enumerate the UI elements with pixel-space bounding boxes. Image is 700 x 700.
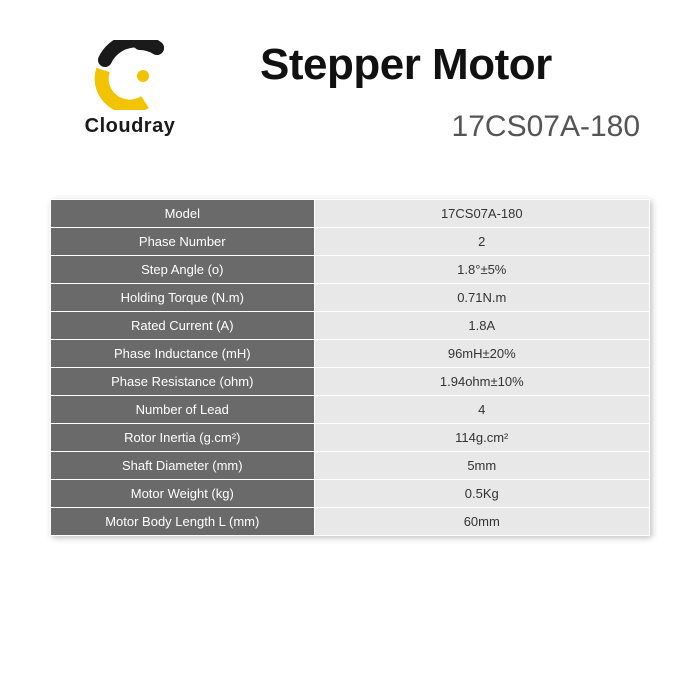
table-row: Rotor Inertia (g.cm²)114g.cm² — [51, 424, 650, 452]
spec-value: 1.8A — [314, 312, 649, 340]
spec-label: Rotor Inertia (g.cm²) — [51, 424, 315, 452]
table-row: Number of Lead4 — [51, 396, 650, 424]
table-row: Phase Number2 — [51, 228, 650, 256]
spec-value: 0.71N.m — [314, 284, 649, 312]
table-row: Model17CS07A-180 — [51, 200, 650, 228]
spec-label: Phase Inductance (mH) — [51, 340, 315, 368]
header: Cloudray Stepper Motor 17CS07A-180 — [0, 0, 700, 144]
table-row: Motor Weight (kg)0.5Kg — [51, 480, 650, 508]
spec-value: 1.94ohm±10% — [314, 368, 649, 396]
title-block: Stepper Motor 17CS07A-180 — [210, 40, 650, 144]
model-number: 17CS07A-180 — [260, 110, 650, 144]
spec-value: 96mH±20% — [314, 340, 649, 368]
spec-value: 5mm — [314, 452, 649, 480]
spec-label: Phase Number — [51, 228, 315, 256]
spec-value: 114g.cm² — [314, 424, 649, 452]
spec-value: 17CS07A-180 — [314, 200, 649, 228]
spec-table-body: Model17CS07A-180 Phase Number2 Step Angl… — [51, 200, 650, 536]
table-row: Shaft Diameter (mm)5mm — [51, 452, 650, 480]
spec-label: Step Angle (o) — [51, 256, 315, 284]
logo-mark-icon — [85, 40, 175, 110]
spec-label: Number of Lead — [51, 396, 315, 424]
table-row: Rated Current (A)1.8A — [51, 312, 650, 340]
spec-value: 60mm — [314, 508, 649, 536]
spec-label: Motor Weight (kg) — [51, 480, 315, 508]
spec-label: Holding Torque (N.m) — [51, 284, 315, 312]
spec-label: Shaft Diameter (mm) — [51, 452, 315, 480]
table-row: Holding Torque (N.m)0.71N.m — [51, 284, 650, 312]
table-row: Step Angle (o)1.8°±5% — [51, 256, 650, 284]
table-row: Phase Inductance (mH)96mH±20% — [51, 340, 650, 368]
spec-label: Motor Body Length L (mm) — [51, 508, 315, 536]
spec-value: 4 — [314, 396, 649, 424]
spec-label: Model — [51, 200, 315, 228]
spec-label: Rated Current (A) — [51, 312, 315, 340]
spec-value: 1.8°±5% — [314, 256, 649, 284]
brand-logo: Cloudray — [50, 40, 210, 138]
spec-table: Model17CS07A-180 Phase Number2 Step Angl… — [50, 199, 650, 536]
table-row: Motor Body Length L (mm)60mm — [51, 508, 650, 536]
table-row: Phase Resistance (ohm)1.94ohm±10% — [51, 368, 650, 396]
brand-name: Cloudray — [50, 115, 210, 138]
spec-value: 2 — [314, 228, 649, 256]
spec-value: 0.5Kg — [314, 480, 649, 508]
page-title: Stepper Motor — [260, 40, 650, 90]
spec-label: Phase Resistance (ohm) — [51, 368, 315, 396]
